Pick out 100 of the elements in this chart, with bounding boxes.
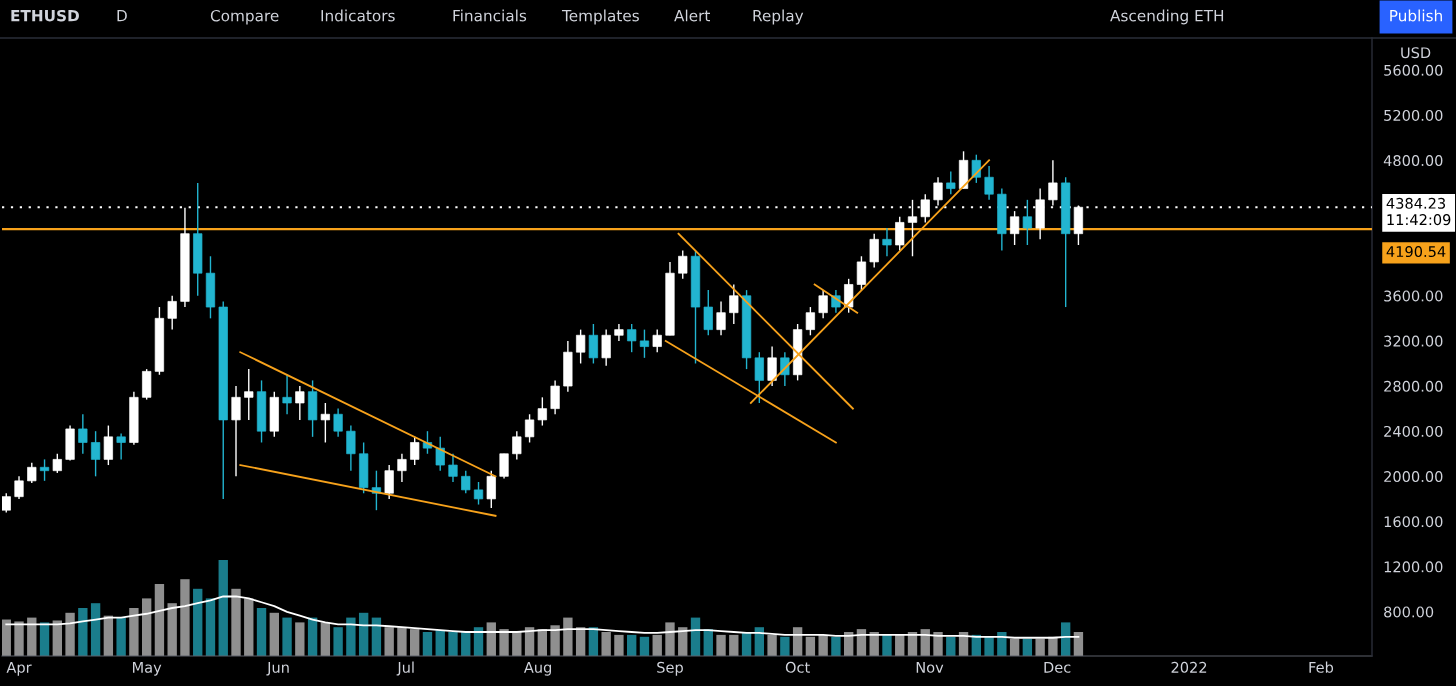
candlestick	[652, 328, 662, 353]
ref-line-label: 4384.23 11:42:09	[1386, 197, 1451, 226]
candlestick	[678, 249, 688, 280]
y-tick-label: 2800.00	[1384, 380, 1443, 392]
x-tick-label: Jul	[396, 661, 414, 676]
candlestick	[14, 475, 24, 500]
bar	[218, 560, 228, 656]
x-tick-label: Jun	[266, 662, 289, 676]
x-tick-label: Feb	[1309, 661, 1334, 673]
bar	[333, 627, 343, 656]
candlestick	[627, 323, 637, 353]
bar	[665, 622, 675, 656]
bar	[90, 603, 101, 656]
bar	[933, 632, 943, 656]
ref-line-label: 4190.54	[1386, 246, 1446, 258]
candlestick	[282, 374, 292, 415]
candlestick	[410, 436, 420, 466]
bar	[384, 627, 394, 656]
bar	[116, 617, 126, 656]
bar	[320, 622, 331, 656]
candlestick	[461, 469, 471, 494]
candlestick	[52, 453, 62, 474]
bar	[448, 632, 458, 656]
candlestick	[231, 385, 241, 478]
candlestick	[27, 462, 37, 484]
candlestick	[639, 328, 650, 359]
bar	[627, 634, 637, 656]
candlestick	[397, 453, 407, 483]
candlestick	[882, 227, 892, 257]
bar	[946, 636, 956, 656]
candlestick	[167, 295, 177, 331]
bar	[818, 634, 828, 656]
candlestick	[856, 255, 867, 291]
bar	[167, 603, 177, 656]
text: USD	[1401, 47, 1431, 59]
bar	[614, 634, 624, 656]
bar	[256, 608, 267, 656]
candlestick	[346, 424, 356, 472]
candlestick	[435, 436, 445, 472]
candlestick	[39, 458, 50, 482]
candlestick	[320, 402, 330, 444]
bar	[550, 625, 560, 656]
candlestick	[805, 306, 815, 336]
text: Indicators	[321, 9, 395, 22]
candlestick	[767, 345, 777, 387]
candlestick	[754, 351, 764, 404]
bar	[767, 634, 777, 656]
y-tick-label: 5600.00	[1384, 64, 1443, 76]
chart-title: ETHUSD	[11, 9, 79, 22]
bar	[780, 636, 790, 656]
text: Replay	[753, 9, 804, 25]
candlestick	[984, 165, 994, 201]
x-tick-label: 2022	[1171, 661, 1207, 673]
x-tick-label: Apr	[6, 662, 32, 676]
x-tick-label: Sep	[657, 661, 683, 676]
y-tick-label: 1600.00	[1384, 516, 1443, 528]
bar	[269, 612, 279, 656]
bar	[346, 617, 356, 656]
candlestick	[91, 430, 101, 478]
candlestick	[333, 407, 343, 438]
candlestick	[384, 464, 394, 500]
bar	[282, 617, 292, 656]
bar	[14, 621, 24, 656]
y-tick-label: 4800.00	[1383, 155, 1443, 167]
candlestick	[78, 413, 88, 455]
candlestick	[103, 424, 113, 466]
candlestick	[818, 289, 828, 320]
bar	[295, 622, 305, 656]
bar	[180, 579, 190, 656]
bar	[422, 632, 433, 656]
bar	[410, 629, 420, 656]
bar	[831, 636, 841, 656]
y-tick-label: 1200.00	[1384, 561, 1443, 573]
candlestick	[537, 396, 547, 427]
bar	[984, 636, 994, 656]
candlestick	[550, 379, 560, 415]
text: D	[117, 10, 127, 22]
bar	[78, 608, 88, 656]
candlestick	[729, 283, 739, 325]
y-tick-label: 3200.00	[1384, 335, 1443, 347]
text: Ascending ETH	[1110, 9, 1224, 25]
bar	[1035, 638, 1045, 656]
bar	[601, 632, 611, 656]
x-tick-label: Dec	[1044, 662, 1071, 673]
candlestick	[576, 328, 586, 365]
text: Publish	[1390, 9, 1442, 22]
bar	[997, 632, 1007, 656]
bar	[193, 588, 203, 656]
bar	[716, 634, 726, 656]
candlestick	[971, 153, 981, 184]
bar	[1048, 636, 1058, 656]
y-tick-label: 5200.00	[1384, 109, 1443, 121]
bar	[2, 619, 11, 656]
candlestick	[1010, 210, 1020, 246]
x-tick-label: Nov	[916, 662, 944, 673]
text: Compare	[210, 9, 279, 25]
text: Financials	[453, 9, 527, 22]
candlestick	[524, 413, 535, 444]
bar	[231, 588, 241, 656]
x-tick-label: May	[133, 662, 162, 676]
